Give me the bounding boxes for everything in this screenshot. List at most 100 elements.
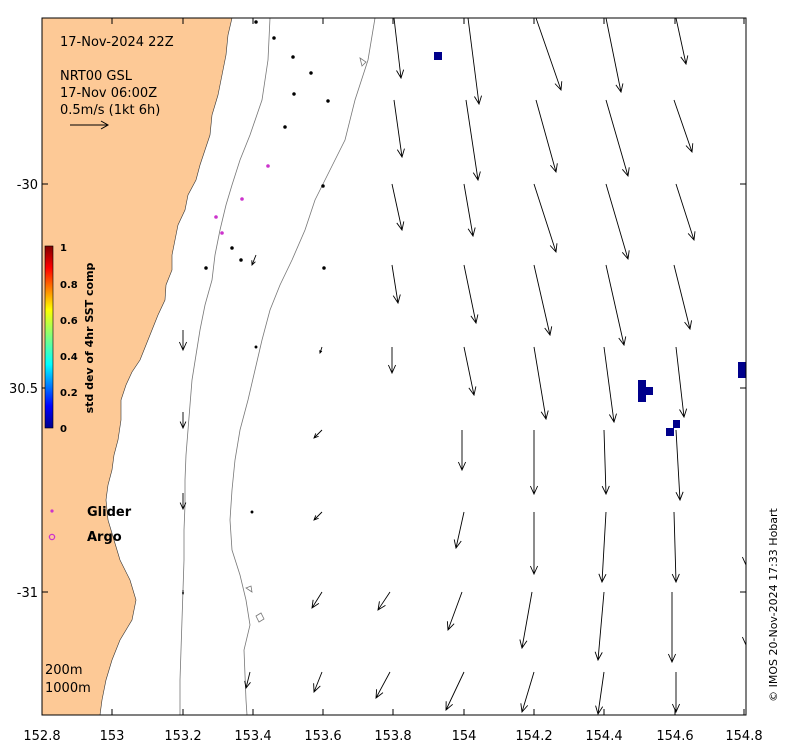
credit-label: © IMOS 20-Nov-2024 17:33 Hobart	[767, 507, 780, 701]
current-vector	[675, 429, 684, 502]
colorbar-tick: 1	[60, 243, 67, 254]
glider-track	[214, 164, 270, 235]
current-vector	[453, 511, 465, 550]
current-vector	[605, 264, 627, 347]
isobath-1000-label: 1000m	[45, 681, 91, 696]
x-tick-label: 153.8	[374, 729, 411, 744]
product-label: NRT00 GSL	[60, 69, 133, 84]
y-tick-label: -31	[17, 586, 38, 601]
x-tick-label: 153	[100, 729, 125, 744]
current-vector	[594, 591, 605, 662]
current-vector	[673, 99, 694, 154]
current-vector	[445, 671, 465, 711]
current-vector	[311, 591, 323, 609]
station-dot	[272, 36, 276, 40]
current-vector	[605, 99, 630, 178]
colorbar-tick: 0.6	[60, 316, 78, 327]
station-dot	[326, 99, 330, 103]
argo-marker-icon	[48, 533, 56, 541]
scale-arrow	[70, 120, 110, 130]
plot-frame	[41, 17, 747, 716]
seamount-contour	[245, 585, 253, 593]
current-vector	[377, 591, 391, 611]
colorbar-tick: 0.4	[60, 352, 78, 363]
station-dot	[309, 71, 313, 75]
land-coastline	[42, 18, 233, 715]
current-vector	[673, 264, 692, 331]
current-vector	[595, 671, 605, 715]
station-dot	[291, 55, 295, 59]
current-vector	[254, 345, 258, 349]
current-vectors	[178, 18, 746, 715]
y-tick-label: -30	[17, 178, 38, 193]
current-vector	[741, 610, 746, 647]
current-vector	[675, 183, 696, 242]
current-vector	[535, 99, 558, 174]
x-tick-label: 152.8	[23, 729, 60, 744]
platform-legend: Glider Argo	[48, 505, 132, 545]
axis-ticks	[41, 18, 746, 715]
isobath-legend: 200m 1000m	[45, 663, 91, 696]
x-axis: 152.8 153 153.2 153.4 153.6 153.8 154 15…	[23, 729, 762, 744]
colorbar-gradient	[44, 245, 54, 429]
glider-marker-icon	[50, 509, 54, 513]
current-vector	[605, 183, 630, 261]
current-vector	[603, 346, 617, 424]
isobath-200-label: 200m	[45, 663, 82, 678]
colorbar-tick: 0.2	[60, 388, 78, 399]
current-vector	[446, 591, 463, 632]
colorbar: 0 0.2 0.4 0.6 0.8 1 std dev of 4hr SST c…	[44, 243, 96, 435]
current-vector	[250, 510, 254, 514]
isobath-200m	[179, 18, 271, 715]
x-tick-label: 154.2	[515, 729, 552, 744]
x-tick-label: 154.4	[585, 729, 622, 744]
y-tick-label: 30.5	[9, 382, 38, 397]
colorbar-title: std dev of 4hr SST comp	[83, 262, 96, 413]
station-dot	[254, 20, 258, 24]
map-header: 17-Nov-2024 22Z NRT00 GSL 17-Nov 06:00Z …	[60, 35, 174, 130]
station-dot	[283, 125, 287, 129]
current-vector	[675, 18, 689, 66]
current-vector	[671, 672, 681, 714]
current-vector	[741, 520, 746, 567]
y-axis: -30 30.5 -31	[9, 178, 38, 601]
x-tick-label: 154.6	[656, 729, 693, 744]
current-vector	[179, 493, 187, 511]
current-vector	[529, 512, 539, 576]
station-dot	[322, 266, 326, 270]
station-dot	[292, 92, 296, 96]
current-vector	[375, 671, 391, 699]
colorbar-tick: 0	[60, 424, 67, 435]
x-tick-label: 153.2	[164, 729, 201, 744]
current-vector	[601, 429, 610, 496]
colorbar-tick: 0.8	[60, 280, 78, 291]
station-dot	[239, 258, 243, 262]
isobath-1000m	[229, 18, 376, 715]
seamount-contour	[255, 612, 265, 623]
current-vector	[465, 99, 481, 182]
valid-time-label: 17-Nov 06:00Z	[60, 86, 157, 101]
current-vector	[671, 511, 680, 584]
current-vector	[178, 330, 188, 352]
current-vector	[251, 254, 257, 267]
current-vector	[457, 430, 467, 472]
current-vector	[605, 18, 624, 94]
current-vector	[535, 18, 563, 92]
station-dot	[230, 246, 234, 250]
date-time-label: 17-Nov-2024 22Z	[60, 35, 174, 50]
x-tick-label: 153.6	[304, 729, 341, 744]
x-tick-label: 154.8	[725, 729, 762, 744]
sst-cells	[434, 52, 746, 436]
x-tick-label: 154	[452, 729, 477, 744]
current-vector	[467, 18, 482, 106]
current-vector	[463, 183, 476, 238]
scale-label: 0.5m/s (1kt 6h)	[60, 103, 160, 118]
current-vector	[533, 346, 549, 421]
current-vector	[463, 346, 477, 397]
current-vector	[181, 590, 185, 596]
current-vector	[519, 591, 533, 650]
current-vector	[387, 347, 397, 375]
current-vector	[391, 264, 401, 305]
station-dot	[321, 184, 325, 188]
